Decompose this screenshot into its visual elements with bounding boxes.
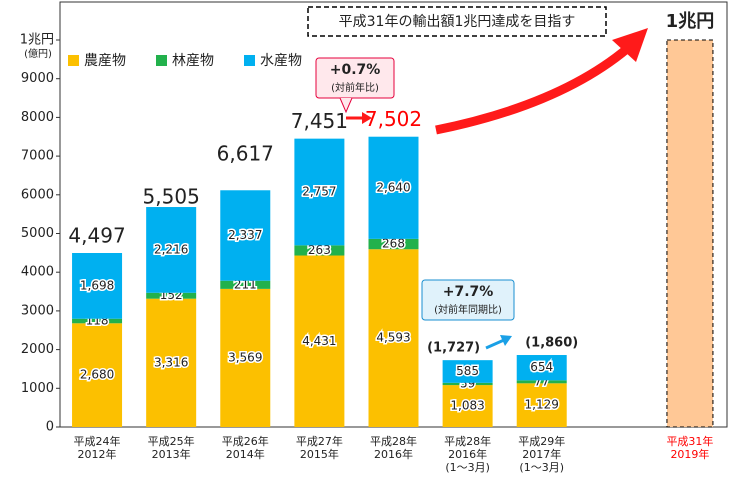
segment-label: 3,316 [154,355,188,369]
segment-label: 2,216 [154,242,188,256]
bar-segment [442,382,493,386]
bar-segment [442,360,493,383]
bar-segment [368,238,419,250]
y-tick-label: 0 [46,420,54,435]
period-note: (対前年同期比) [434,303,502,316]
total-label: 5,505 [143,184,200,208]
bar-segment [220,280,271,289]
bar-segment [146,298,197,427]
bar-segment [294,255,345,427]
y-tick-label: 5000 [21,226,54,241]
segment-label: 2,757 [302,184,336,198]
yoy-callout [315,57,395,99]
bar-segment [516,380,567,384]
legend-swatch [156,55,167,66]
total-label: (1,860) [525,336,578,351]
goal-box [307,6,607,37]
bar-segment [442,385,493,427]
period-arrowhead [500,335,512,346]
bar-segment [72,323,123,427]
yoy-tail [339,97,353,114]
y-tick-label: 1000 [21,381,54,396]
y-tick-label: 8000 [21,110,54,125]
x-tick-label: 平成24年 2012年 [73,435,121,461]
target-bar [666,39,714,428]
total-label: 7,451 [291,109,348,133]
y-tick-label: 2000 [21,342,54,357]
goal-arrowhead [612,28,648,62]
bar-segment [368,249,419,427]
period-value: +7.7% [443,284,494,300]
bar-segment [516,355,567,381]
bar-segment [72,318,123,324]
segment-label: 1,129 [525,398,559,412]
segment-label: 654 [530,360,553,374]
y-tick-label: 4000 [21,265,54,280]
bar-segment [220,288,271,427]
bar-segment [220,190,271,281]
goal-arrow [435,44,631,135]
y-tick-label: 9000 [21,71,54,86]
segment-label: 585 [456,364,479,378]
bar-segment [516,383,567,427]
x-tick-label: 平成27年 2015年 [295,435,343,461]
x-tick-label: 平成25年 2013年 [147,435,195,461]
x-tick-label: 平成31年 2019年 [666,435,714,461]
goal-text: 平成31年の輸出額1兆円達成を目指す [339,14,576,30]
y-tick-label: 7000 [21,149,54,164]
bar-segment [146,292,197,299]
y-tick-label: 1兆円 [20,33,54,48]
y-tick-label: 6000 [21,187,54,202]
total-label: 4,497 [68,223,125,247]
segment-label: 2,337 [228,228,262,242]
yoy-arrowhead [362,112,372,124]
total-label: 7,502 [365,107,422,131]
bar-segment [72,253,123,319]
yoy-note: (対前年比) [331,81,379,94]
bar-segment [368,136,419,239]
segment-label: 1,083 [450,399,484,413]
segment-label: 2,640 [376,180,410,194]
y-tick-label: 3000 [21,303,54,318]
target-label: 1兆円 [666,11,715,32]
segment-label: 1,698 [80,278,114,292]
legend-swatch [68,55,79,66]
segment-label: 4,431 [302,334,336,348]
period-callout [421,279,515,321]
period-arrow [485,338,505,350]
bar-segment [294,138,345,246]
x-tick-label: 平成28年 2016年 (1～3月) [444,435,492,474]
total-label: 6,617 [217,141,274,165]
segment-label: 263 [308,243,331,257]
bar-segment [294,245,345,256]
yoy-value: +0.7% [330,62,381,78]
segment-label: 3,569 [228,350,262,364]
total-label: (1,727) [427,341,480,356]
x-tick-label: 平成28年 2016年 [370,435,417,461]
x-tick-label: 平成26年 2014年 [221,435,269,461]
legend-swatch [244,55,255,66]
legend-label: 水産物 [260,53,302,69]
y-unit: (億円) [24,47,52,60]
segment-label: 268 [382,237,405,251]
segment-label: 2,680 [80,368,114,382]
bar-segment [146,207,197,293]
segment-label: 4,593 [376,331,410,345]
x-tick-label: 平成29年 2017年 (1～3月) [518,435,566,474]
legend-label: 農産物 [84,53,126,69]
legend-label: 林産物 [172,53,214,69]
